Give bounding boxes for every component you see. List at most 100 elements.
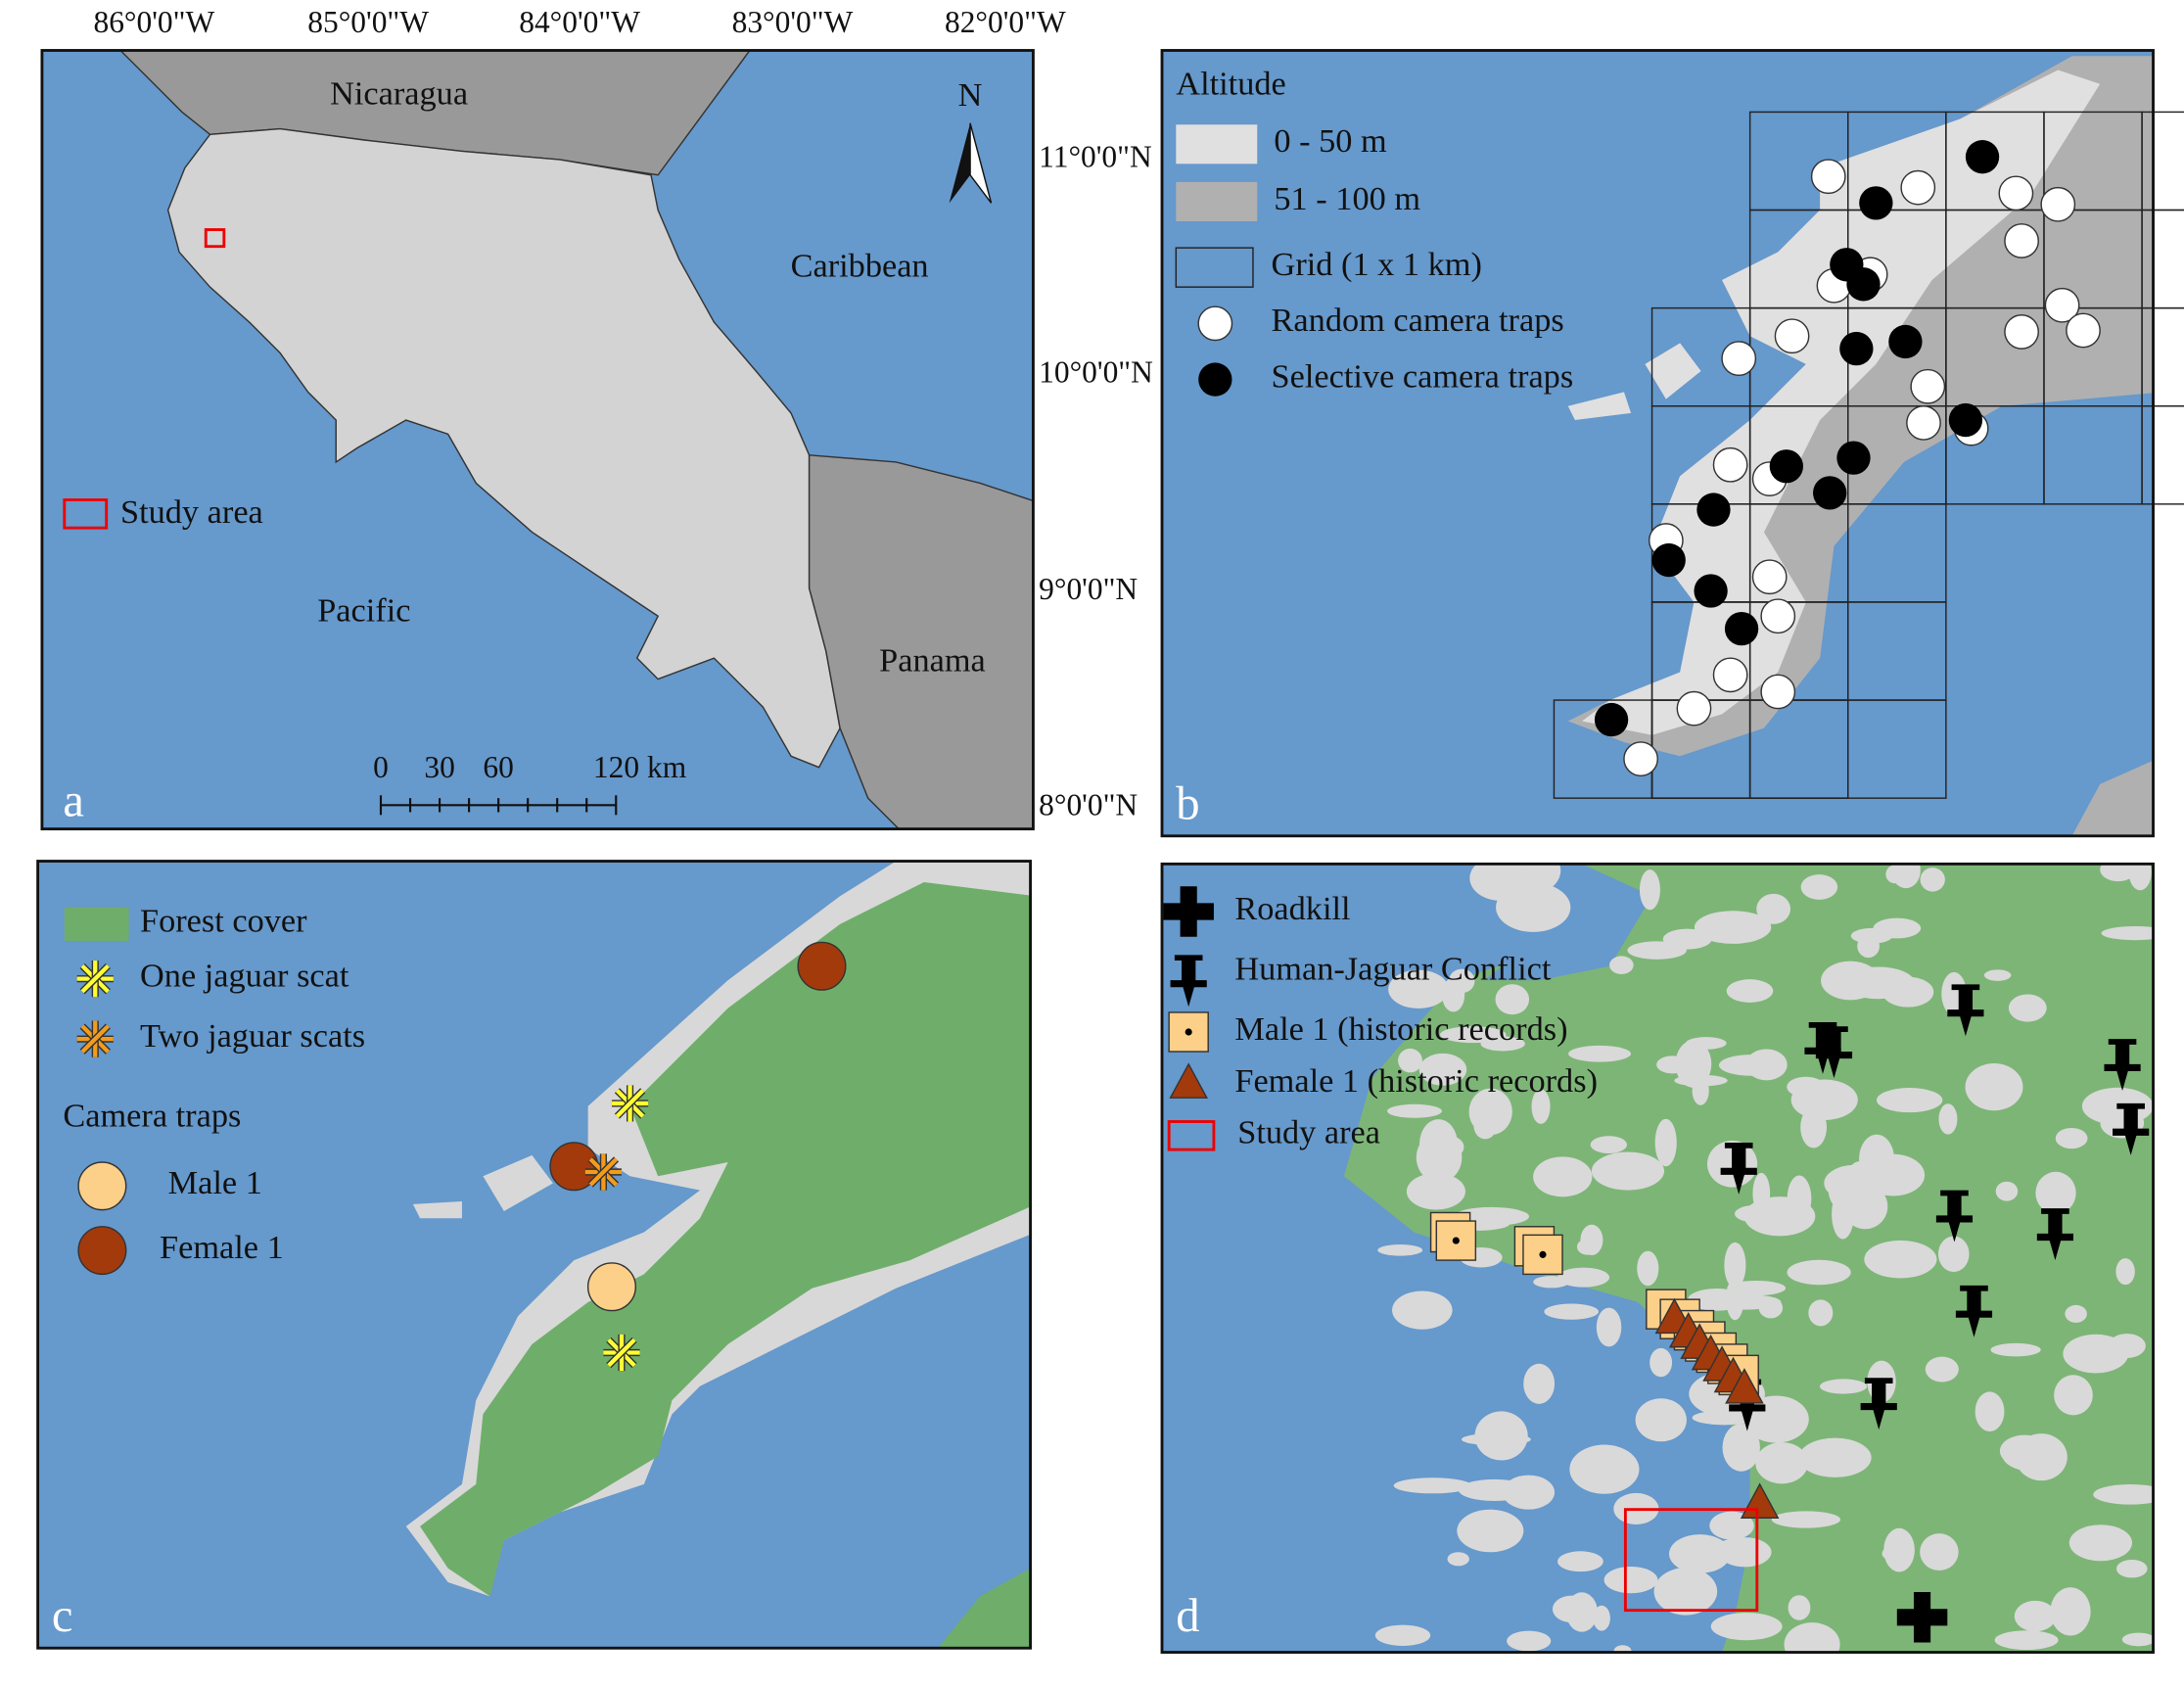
legend-swatch	[1163, 886, 1214, 937]
non-forest-patch	[1727, 1280, 1787, 1296]
legend-swatch	[63, 498, 109, 530]
non-forest-patch	[1603, 1566, 1658, 1594]
non-forest-patch	[2055, 1127, 2088, 1149]
non-forest-patch	[1724, 1242, 1746, 1289]
non-forest-patch	[1568, 1045, 1632, 1062]
panel-a: 86°0'0"W 85°0'0"W 84°0'0"W 83°0'0"W 82°0…	[40, 5, 1153, 831]
non-forest-patch	[1844, 1171, 1914, 1187]
scale-label: 60	[483, 750, 513, 784]
conflict	[1947, 984, 1984, 1037]
non-forest-patch	[1398, 1048, 1422, 1073]
non-forest-patch	[1457, 1509, 1524, 1553]
islet	[1645, 343, 1701, 399]
panel-b: Altitude 0 - 50 m 51 - 100 m Grid (1 x 1…	[1160, 49, 2184, 838]
selective-camera-trap	[1846, 267, 1881, 302]
legend-swatch	[1176, 181, 1258, 221]
random-camera-trap	[1906, 405, 1941, 441]
non-forest-patch	[1890, 864, 1921, 889]
non-forest-patch	[1876, 1088, 1943, 1113]
non-forest-patch	[2050, 1587, 2091, 1636]
non-forest-patch	[1788, 1595, 1811, 1620]
panel-letter: a	[63, 774, 84, 826]
legend-swatch-dot	[1185, 1028, 1192, 1036]
lat-label: 8°0'0"N	[1039, 787, 1138, 821]
scat-stroke	[80, 963, 110, 994]
legend-swatch	[1198, 362, 1232, 397]
lat-label: 10°0'0"N	[1039, 354, 1153, 389]
non-forest-patch	[2115, 1559, 2148, 1578]
legend-swatch	[1176, 124, 1258, 164]
islet	[483, 1154, 553, 1212]
scat-stroke	[607, 1337, 636, 1368]
non-forest-patch	[1613, 1645, 1632, 1653]
non-forest-patch	[2100, 864, 2137, 882]
non-forest-patch	[1502, 1475, 1556, 1510]
legend-label: Forest cover	[140, 903, 307, 940]
non-forest-patch	[1722, 1424, 1760, 1472]
non-forest-patch	[1965, 1063, 2023, 1111]
non-forest-patch	[1995, 1181, 2019, 1201]
non-forest-patch	[1726, 979, 1774, 1003]
non-forest-patch	[1596, 1307, 1622, 1347]
panel-letter: d	[1176, 1589, 1199, 1642]
non-forest-patch	[1937, 1236, 1970, 1273]
non-forest-patch	[1653, 1568, 1718, 1616]
random-camera-trap	[1712, 446, 1748, 483]
legend-label: Male 1 (historic records)	[1234, 1010, 1567, 1048]
legend-swatch	[1167, 1120, 1216, 1151]
scat-stroke	[615, 1089, 645, 1118]
study-area-marker	[1623, 1508, 1759, 1613]
study-area-marker	[204, 228, 226, 249]
non-forest-patch	[1419, 1119, 1458, 1169]
non-forest-patch	[2093, 1484, 2154, 1505]
conflict	[1729, 1379, 1766, 1431]
selective-camera-trap	[1724, 611, 1759, 646]
non-forest-patch	[1469, 864, 1533, 901]
random-camera-trap	[2040, 186, 2076, 222]
non-forest-patch	[1637, 1250, 1659, 1287]
non-forest-patch	[2121, 1632, 2154, 1647]
selective-camera-trap	[1839, 331, 1874, 366]
non-forest-patch	[1787, 1259, 1851, 1286]
scale-label: 30	[424, 750, 454, 784]
non-forest-patch	[1692, 1410, 1756, 1426]
legend-label: Female 1	[160, 1229, 284, 1266]
non-forest-patch	[1756, 893, 1791, 924]
non-forest-patch	[1864, 1240, 1937, 1279]
non-forest-patch	[1374, 1624, 1431, 1646]
non-forest-patch	[1639, 869, 1660, 911]
non-forest-patch	[1531, 1089, 1551, 1124]
non-forest-patch	[1784, 1622, 1840, 1653]
non-forest-patch	[2008, 994, 2047, 1022]
conflict	[2113, 1102, 2150, 1155]
non-forest-patch	[1668, 1534, 1731, 1573]
non-forest-patch	[2101, 926, 2154, 941]
forest-cover	[938, 1568, 1031, 1649]
non-forest-patch	[1990, 1342, 2041, 1357]
random-camera-trap	[1910, 368, 1946, 404]
lat-label: 11°0'0"N	[1039, 139, 1152, 173]
non-forest-patch	[1710, 1613, 1783, 1641]
non-forest-patch	[1544, 1303, 1599, 1320]
legend-swatch	[1175, 247, 1254, 288]
conflict	[2104, 1039, 2141, 1092]
non-forest-patch	[1718, 1055, 1785, 1076]
panel-letter: b	[1176, 776, 1199, 829]
scat-stroke	[588, 1157, 619, 1187]
random-camera-trap	[2066, 312, 2101, 349]
legend-swatch	[77, 1161, 127, 1211]
non-forest-patch	[1442, 977, 1465, 1012]
non-forest-patch	[1440, 1026, 1507, 1044]
random-camera-trap	[1774, 318, 1810, 354]
legend-swatch	[76, 961, 114, 998]
non-forest-patch	[1882, 1544, 1913, 1563]
non-forest-patch	[2128, 864, 2152, 891]
lon-label: 82°0'0"W	[945, 5, 1066, 39]
selective-camera-trap	[1769, 449, 1803, 484]
one-scat	[611, 1085, 649, 1122]
random-camera-trap	[1998, 175, 2034, 211]
one-scat	[603, 1334, 640, 1372]
legend-label: Roadkill	[1234, 890, 1350, 927]
non-forest-patch	[1507, 1630, 1552, 1652]
place-label: Caribbean	[791, 247, 929, 284]
